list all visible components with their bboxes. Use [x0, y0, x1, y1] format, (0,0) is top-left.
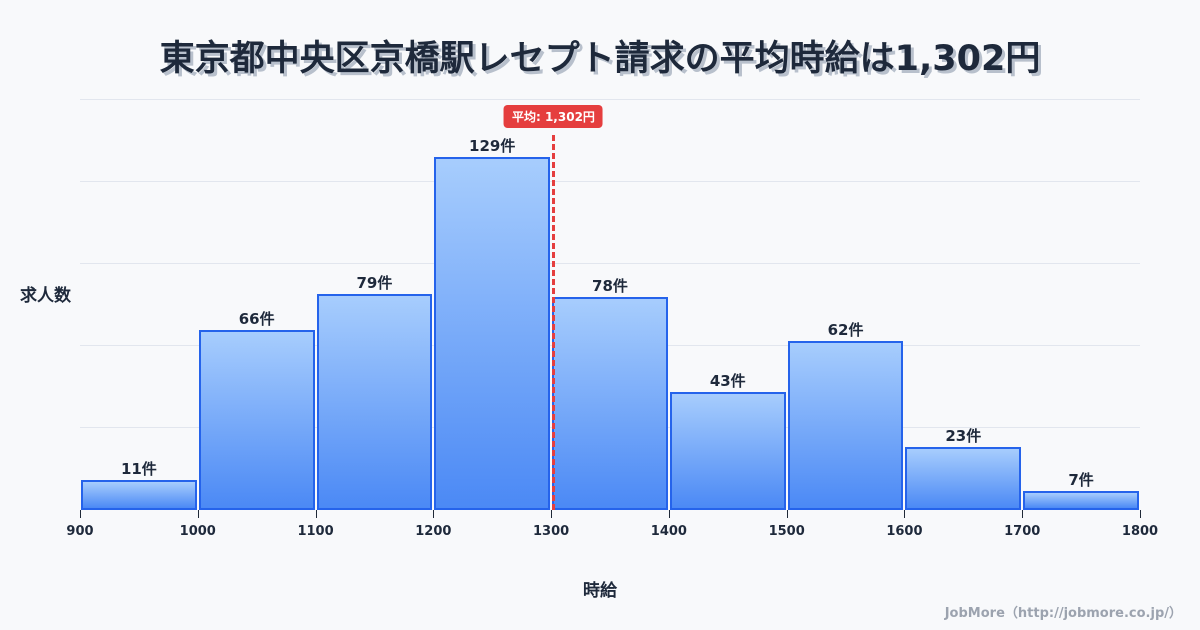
mean-badge: 平均: 1,302円	[503, 105, 603, 128]
x-tick	[786, 510, 788, 518]
gridline	[80, 263, 1140, 264]
x-tick	[433, 510, 435, 518]
histogram-bar: 62件	[787, 321, 904, 510]
gridline	[80, 99, 1140, 100]
x-tick-label: 1100	[297, 524, 334, 539]
x-tick-label: 1800	[1121, 524, 1159, 539]
gridline	[80, 181, 1140, 182]
histogram-bar: 66件	[198, 310, 315, 510]
x-tick	[904, 510, 906, 518]
x-tick	[1022, 510, 1024, 518]
x-tick-label: 900	[66, 524, 94, 539]
x-axis-label: 時給	[583, 581, 617, 601]
histogram-bar: 79件	[316, 274, 433, 510]
bar-value-label: 43件	[709, 372, 746, 391]
x-tick	[1140, 510, 1141, 518]
x-tick-label: 1600	[886, 524, 923, 539]
bar-value-label: 11件	[120, 459, 157, 478]
x-tick	[668, 510, 670, 518]
x-tick-label: 1400	[650, 524, 687, 539]
x-tick	[551, 510, 553, 518]
x-tick	[197, 510, 199, 518]
y-axis-label: 求人数	[20, 286, 71, 306]
bar-value-label: 62件	[827, 320, 864, 339]
bar-value-label: 66件	[238, 309, 275, 328]
bar-value-label: 23件	[945, 427, 982, 446]
x-tick-label: 1500	[768, 524, 805, 539]
histogram-bar: 129件	[434, 137, 551, 510]
x-tick-label: 1000	[179, 524, 216, 539]
histogram-bar: 23件	[905, 427, 1022, 510]
histogram-bar: 78件	[552, 277, 668, 510]
bar-value-label: 79件	[356, 274, 393, 293]
histogram-bar: 43件	[669, 372, 786, 510]
x-tick-label: 1700	[1004, 524, 1041, 539]
histogram-bar: 7件	[1023, 471, 1139, 510]
plot-area: 11件 66件 79件 129件 78件 43件 62件 23件 7件	[80, 99, 1140, 510]
histogram-bar: 11件	[81, 460, 197, 510]
source-credit: JobMore（http://jobmore.co.jp/）	[944, 606, 1182, 621]
x-tick	[315, 510, 317, 518]
bar-value-label: 78件	[592, 276, 628, 295]
x-tick-label: 1300	[533, 524, 570, 539]
x-tick-label: 1200	[415, 524, 452, 539]
bar-value-label: 129件	[469, 137, 516, 156]
bar-value-label: 7件	[1068, 470, 1094, 489]
chart-title: 東京都中央区京橋駅レセプト請求の平均時給は1,302円	[159, 39, 1041, 79]
mean-line	[552, 135, 556, 510]
x-tick	[80, 510, 81, 518]
